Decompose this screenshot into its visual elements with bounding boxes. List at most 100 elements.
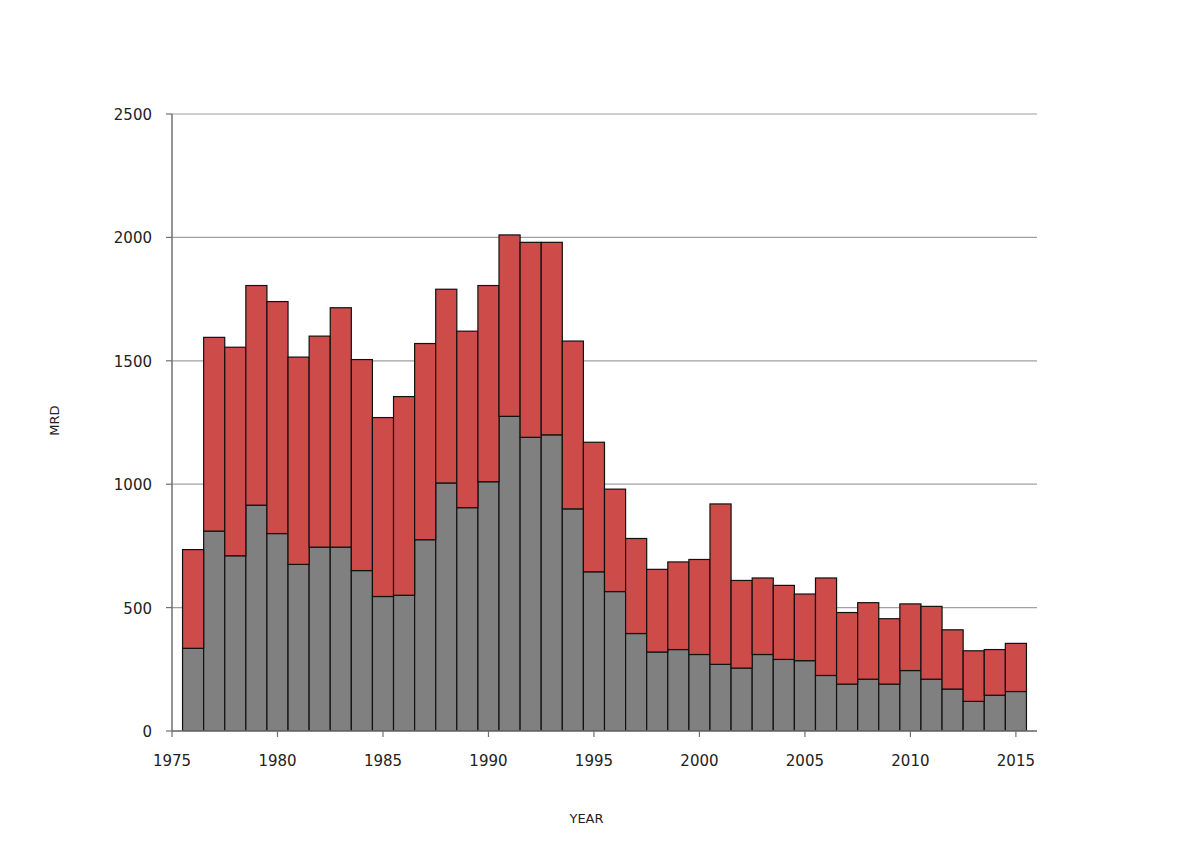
bar-segment <box>225 347 246 556</box>
x-tick-label: 1990 <box>469 752 507 770</box>
x-tick <box>910 731 911 737</box>
bar-segment <box>372 596 393 731</box>
grid-line <box>172 730 1037 731</box>
bar-segment <box>204 337 225 531</box>
bar-segment <box>900 671 921 731</box>
bar-segment <box>731 580 752 668</box>
bar-segment <box>710 504 731 664</box>
y-tick <box>166 607 172 608</box>
bar-segment <box>1005 692 1026 731</box>
bar-segment <box>520 437 541 731</box>
chart: 0500100015002000250019751980198519901995… <box>0 0 1180 842</box>
bar-segment <box>984 695 1005 731</box>
bar-segment <box>415 540 436 731</box>
y-tick <box>166 113 172 114</box>
y-axis <box>171 114 173 731</box>
y-tick-label: 0 <box>142 723 152 741</box>
bar-segment <box>794 594 815 661</box>
bar-segment <box>246 505 267 731</box>
bar-segment <box>668 650 689 731</box>
bar-segment <box>351 360 372 571</box>
bar-segment <box>942 630 963 689</box>
bar-segment <box>457 331 478 507</box>
x-axis <box>172 730 1037 732</box>
bar-segment <box>436 289 457 483</box>
grid-line <box>172 237 1037 238</box>
bar-segment <box>204 531 225 731</box>
bar-segment <box>499 235 520 416</box>
x-tick-label: 2000 <box>680 752 718 770</box>
bar-segment <box>921 606 942 679</box>
x-tick-label: 1995 <box>575 752 613 770</box>
bar-segment <box>394 397 415 596</box>
bar-segment <box>837 684 858 731</box>
bar-segment <box>942 689 963 731</box>
bar-segment <box>879 619 900 684</box>
bar-segment <box>541 435 562 731</box>
bar-segment <box>858 603 879 680</box>
bars <box>183 235 1027 731</box>
bar-segment <box>309 547 330 731</box>
x-tick-label: 2010 <box>891 752 929 770</box>
bar-segment <box>752 654 773 731</box>
x-tick <box>593 731 594 737</box>
bar-segment <box>647 652 668 731</box>
bar-segment <box>794 661 815 731</box>
y-tick-label: 2000 <box>114 229 152 247</box>
x-tick <box>804 731 805 737</box>
bar-segment <box>562 341 583 509</box>
x-tick <box>382 731 383 737</box>
y-tick <box>166 360 172 361</box>
bar-segment <box>562 509 583 731</box>
bar-segment <box>183 550 204 649</box>
bar-segment <box>984 650 1005 696</box>
bar-segment <box>309 336 330 547</box>
bar-segment <box>520 242 541 437</box>
bar-segment <box>626 538 647 633</box>
bar-segment <box>267 302 288 534</box>
x-tick-label: 2015 <box>997 752 1035 770</box>
bar-segment <box>394 595 415 731</box>
bar-segment <box>626 634 647 731</box>
bar-segment <box>183 648 204 731</box>
bar-segment <box>415 344 436 540</box>
bar-segment <box>330 308 351 547</box>
y-tick-label: 1500 <box>114 353 152 371</box>
bar-segment <box>583 572 604 731</box>
bar-segment <box>267 534 288 731</box>
bar-segment <box>478 286 499 482</box>
bar-segment <box>815 675 836 731</box>
x-tick <box>1015 731 1016 737</box>
bar-segment <box>837 613 858 685</box>
x-axis-label: YEAR <box>568 811 603 826</box>
bar-segment <box>963 701 984 731</box>
bar-segment <box>731 668 752 731</box>
x-tick <box>488 731 489 737</box>
y-tick-label: 1000 <box>114 476 152 494</box>
bar-segment <box>478 482 499 731</box>
bar-segment <box>900 604 921 671</box>
bar-segment <box>499 416 520 731</box>
bar-segment <box>963 651 984 702</box>
bar-segment <box>605 489 626 591</box>
y-tick <box>166 484 172 485</box>
x-tick-label: 1985 <box>364 752 402 770</box>
x-tick <box>699 731 700 737</box>
bar-segment <box>1005 643 1026 691</box>
bar-segment <box>689 654 710 731</box>
bar-segment <box>921 679 942 731</box>
bar-segment <box>330 547 351 731</box>
bar-segment <box>752 578 773 655</box>
bar-segment <box>879 684 900 731</box>
y-tick-label: 500 <box>123 600 152 618</box>
x-tick <box>171 731 172 737</box>
bar-segment <box>351 571 372 731</box>
y-axis-label: MRD <box>47 405 62 435</box>
bar-segment <box>372 418 393 597</box>
bar-segment <box>668 562 689 650</box>
bar-segment <box>647 569 668 652</box>
bar-segment <box>689 559 710 654</box>
bar-segment <box>457 508 478 731</box>
bar-segment <box>288 357 309 564</box>
bar-segment <box>858 679 879 731</box>
